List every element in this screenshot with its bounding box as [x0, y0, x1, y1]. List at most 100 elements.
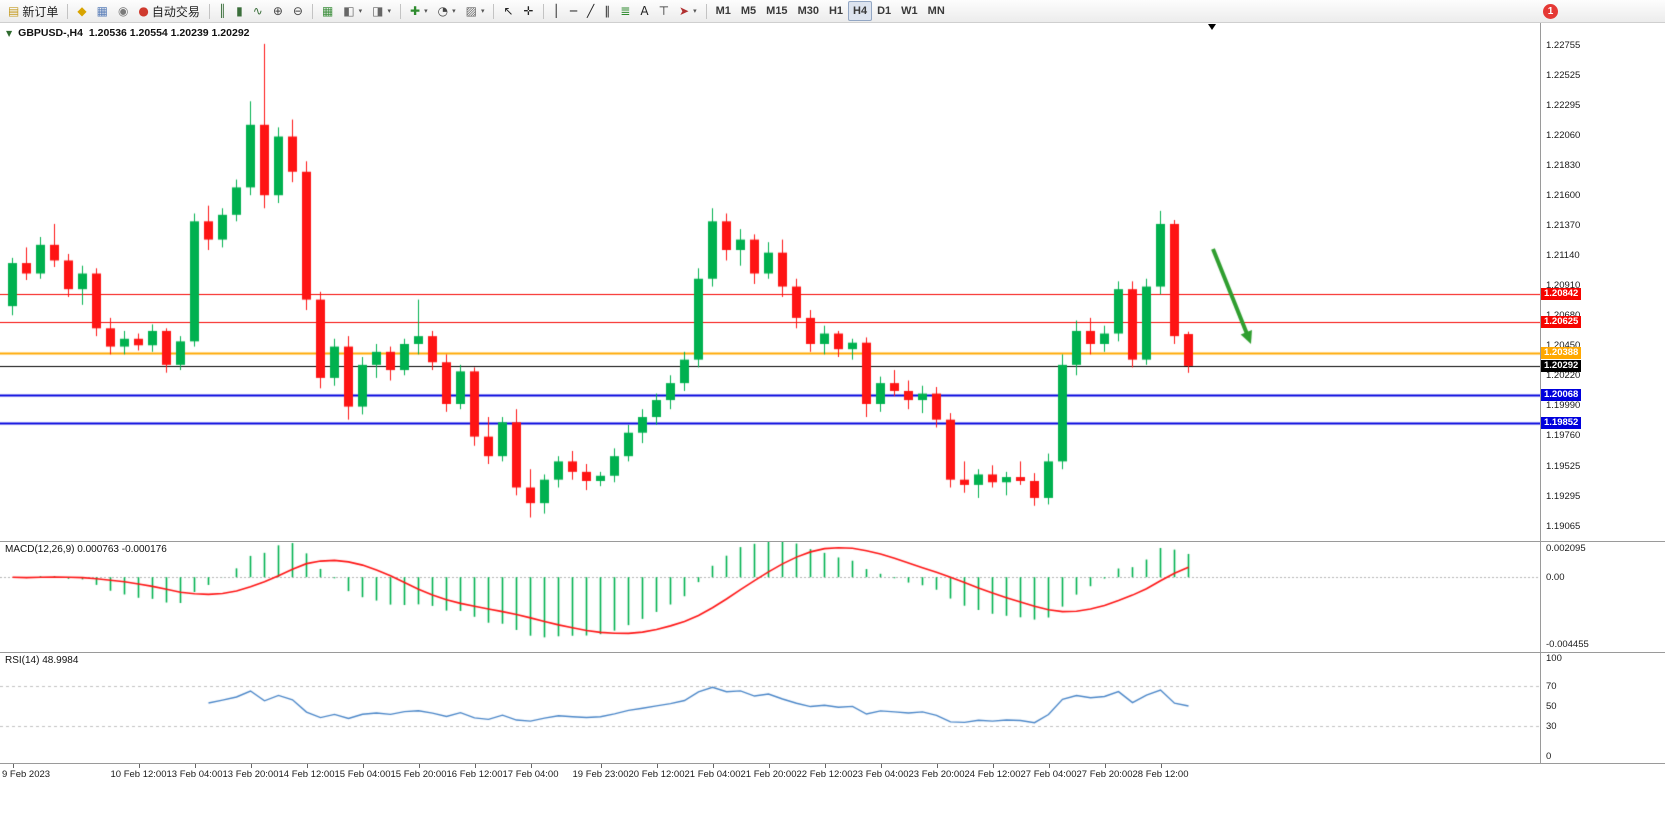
axis-tick-label: -0.004455 [1546, 638, 1589, 650]
timeframe-m5-button[interactable]: M5 [736, 1, 761, 21]
vertical-line-button[interactable]: │ [548, 1, 565, 21]
rsi-canvas[interactable] [0, 653, 1540, 763]
axis-tick-label: 1.20450 [1546, 340, 1581, 352]
time-tick-label: 21 Feb 04:00 [684, 769, 741, 780]
terminal-button[interactable]: ◉ [113, 1, 133, 21]
periods-button[interactable]: ◔ ▾ [433, 1, 461, 21]
time-axis[interactable]: 9 Feb 2023 10 Feb 12:00 13 Feb 04:00 13 Feb… [0, 764, 1665, 788]
arrows-dropdown-button[interactable]: ➤ ▾ [674, 1, 702, 21]
axis-tick-label: 1.20910 [1546, 280, 1581, 292]
timeframe-m1-button[interactable]: M1 [711, 1, 736, 21]
time-tick-label: 13 Feb 04:00 [166, 769, 223, 780]
line-chart-button[interactable]: ∿ [248, 1, 268, 21]
timeframe-m1-button-label: M1 [715, 5, 731, 17]
dropdown-arrow-icon: ▾ [452, 7, 456, 15]
candlestick-chart-button[interactable]: ▮ [231, 1, 248, 21]
dropdown-arrow-icon: ▾ [358, 7, 363, 15]
bar-chart-icon: ║ [218, 4, 227, 18]
toolbar-separator [400, 3, 402, 19]
timeframe-h4-button[interactable]: H4 [848, 1, 873, 21]
autotrading-icon: ● [138, 4, 149, 18]
periods-icon: ◔ [437, 4, 449, 18]
market-watch-button[interactable]: ◆ [72, 1, 91, 21]
time-tick-label: 14 Feb 12:00 [278, 769, 335, 780]
autotrading-button[interactable]: ● 自动交易 [133, 1, 205, 21]
chart-title: ▼ GBPUSD-,H4 1.20536 1.20554 1.20239 1.2… [6, 27, 250, 39]
macd-label: MACD(12,26,9) 0.000763 -0.000176 [5, 544, 167, 555]
timeframe-d1-button[interactable]: D1 [872, 1, 896, 21]
chart-ohlc-values: 1.20536 1.20554 1.20239 1.20292 [88, 27, 250, 39]
macd-main-value: 0.000763 [77, 544, 119, 555]
time-tick [600, 764, 602, 768]
time-tick-label: 27 Feb 20:00 [1076, 769, 1133, 780]
candlestick-chart-icon: ▮ [236, 4, 243, 18]
axis-tick-label: 1.19065 [1546, 520, 1581, 532]
price-chart-canvas[interactable] [0, 23, 1540, 541]
trendline-button[interactable]: ╱ [582, 1, 599, 21]
profiles-button[interactable]: ◨ ▾ [367, 1, 396, 21]
text-label-button[interactable]: ⊤ [654, 1, 674, 21]
tile-windows-button[interactable]: ▦ [317, 1, 338, 21]
axis-tick-label: 1.21140 [1546, 250, 1580, 262]
axis-tick-label: 1.21370 [1546, 220, 1581, 232]
axis-tick-label: 1.20680 [1546, 310, 1580, 321]
time-tick-label: 28 Feb 12:00 [1132, 769, 1189, 780]
horizontal-line-icon: ─ [569, 4, 578, 18]
toolbar-separator [311, 3, 313, 19]
new-order-button[interactable]: ▤ 新订单 [3, 1, 63, 21]
timeframe-mn-button-label: MN [927, 5, 945, 17]
zoom-in-button[interactable]: ⊕ [268, 1, 288, 21]
text-label-icon: ⊤ [658, 4, 670, 18]
chart-dropdown-icon[interactable]: ▼ [6, 28, 13, 38]
dropdown-arrow-icon: ▾ [424, 7, 428, 15]
time-tick-label: 9 Feb 2023 [2, 769, 51, 780]
zoom-out-button[interactable]: ⊖ [288, 1, 308, 21]
notification-badge[interactable]: 1 [1543, 3, 1558, 19]
timeframe-m30-button-label: M30 [797, 5, 819, 17]
time-tick [194, 764, 196, 768]
templates-button[interactable]: ▨ ▾ [461, 1, 490, 21]
chart-symbol-period: GBPUSD-,H4 [18, 27, 83, 39]
tile-windows-icon: ▦ [321, 4, 334, 18]
time-tick [362, 764, 364, 768]
time-tick [936, 764, 938, 768]
bar-shift-marker-icon[interactable] [1208, 24, 1216, 30]
fibonacci-button[interactable]: ≣ [615, 1, 635, 21]
cursor-button[interactable]: ↖ [498, 1, 518, 21]
axis-tick-label: 1.22060 [1546, 130, 1581, 142]
bar-chart-button[interactable]: ║ [214, 1, 231, 21]
crosshair-button[interactable]: ✛ [519, 1, 539, 21]
time-tick [138, 764, 140, 768]
timeframe-w1-button[interactable]: W1 [896, 1, 923, 21]
timeframe-mn-button[interactable]: MN [923, 1, 950, 21]
macd-axis[interactable]: 0.002095 0.00 -0.004455 [1540, 542, 1665, 652]
price-tag: 1.19852 [1541, 417, 1582, 430]
axis-tick-label: 1.21600 [1546, 190, 1581, 202]
line-chart-icon: ∿ [252, 4, 263, 18]
price-tag: 1.20842 [1541, 288, 1582, 301]
timeframe-m15-button[interactable]: M15 [761, 1, 792, 21]
trendline-icon: ╱ [587, 4, 595, 18]
rsi-axis[interactable]: 100 70 50 30 0 [1540, 653, 1665, 763]
price-chart-panel: ▼ GBPUSD-,H4 1.20536 1.20554 1.20239 1.2… [0, 23, 1665, 542]
horizontal-line-button[interactable]: ─ [565, 1, 582, 21]
channel-button[interactable]: ∥ [599, 1, 615, 21]
mt4-window: ▤ 新订单 ◆ ▦ ◉ ● 自动交易 ║ ▮ ∿ ⊕ ⊖ ▦ ◧ ▾ ◨ ▾ ✚ ▾ ◔ ▾ ▨ ▾ ↖ ✛ │ ─ ╱ ∥ ≣ A ⊤ ➤ ▾ M… [0, 0, 1665, 788]
timeframe-m30-button[interactable]: M30 [793, 1, 824, 21]
market-watch-icon: ◆ [77, 4, 87, 18]
new-order-icon: ▤ [8, 4, 20, 18]
indicators-button[interactable]: ✚ ▾ [405, 1, 433, 21]
timeframe-h1-button[interactable]: H1 [824, 1, 848, 21]
time-tick-label: 15 Feb 04:00 [334, 769, 391, 780]
new-chart-button[interactable]: ◧ ▾ [338, 1, 367, 21]
text-button[interactable]: A [635, 1, 653, 21]
text-icon: A [640, 4, 649, 18]
price-axis[interactable]: 1.22755 1.22525 1.22295 1.22060 1.21830 1.216… [1540, 23, 1665, 541]
time-tick [824, 764, 826, 768]
timeframe-w1-button-label: W1 [901, 5, 918, 17]
time-tick [418, 764, 420, 768]
price-tag: 1.20292 [1541, 359, 1582, 372]
navigator-button[interactable]: ▦ [92, 1, 113, 21]
time-tick-label: 24 Feb 12:00 [964, 769, 1021, 780]
macd-canvas[interactable] [0, 542, 1540, 652]
